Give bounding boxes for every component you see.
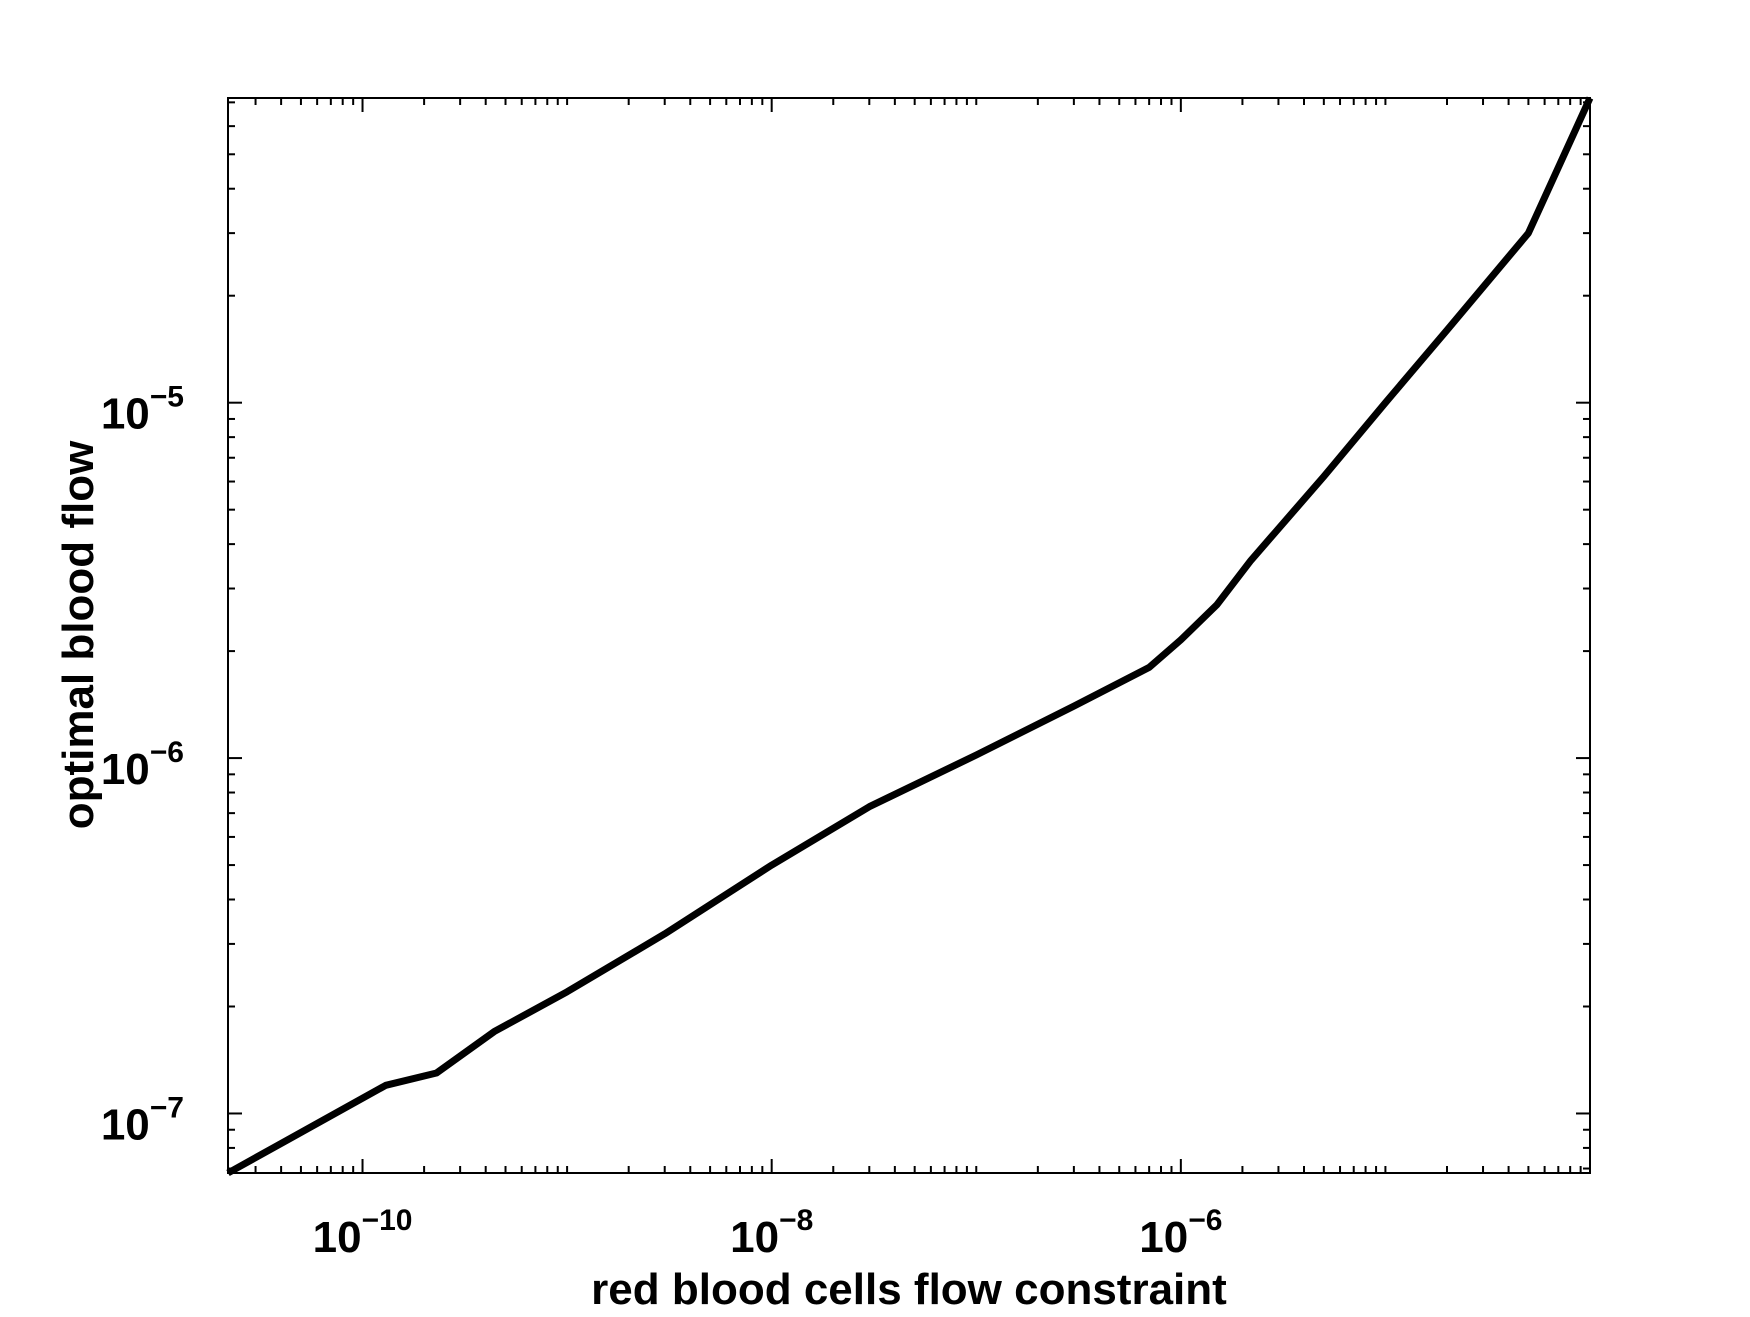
x-axis-label: red blood cells flow constraint: [591, 1265, 1227, 1314]
y-tick-labels: 10−7 10−6 10−5: [101, 381, 184, 1150]
series-line: [226, 96, 1594, 1177]
plot-frame: [227, 97, 1591, 1174]
x-tick-labels: 10−10 10−8 10−6: [313, 1204, 1223, 1262]
y-axis-label: optimal blood flow: [54, 440, 103, 829]
x-tick-label: 10−8: [730, 1204, 813, 1262]
x-tick-label: 10−10: [313, 1204, 413, 1262]
x-tick-label: 10−6: [1139, 1204, 1222, 1262]
y-tick-label: 10−7: [101, 1091, 184, 1149]
y-tick-label: 10−6: [101, 736, 184, 794]
y-tick-label: 10−5: [101, 381, 184, 439]
